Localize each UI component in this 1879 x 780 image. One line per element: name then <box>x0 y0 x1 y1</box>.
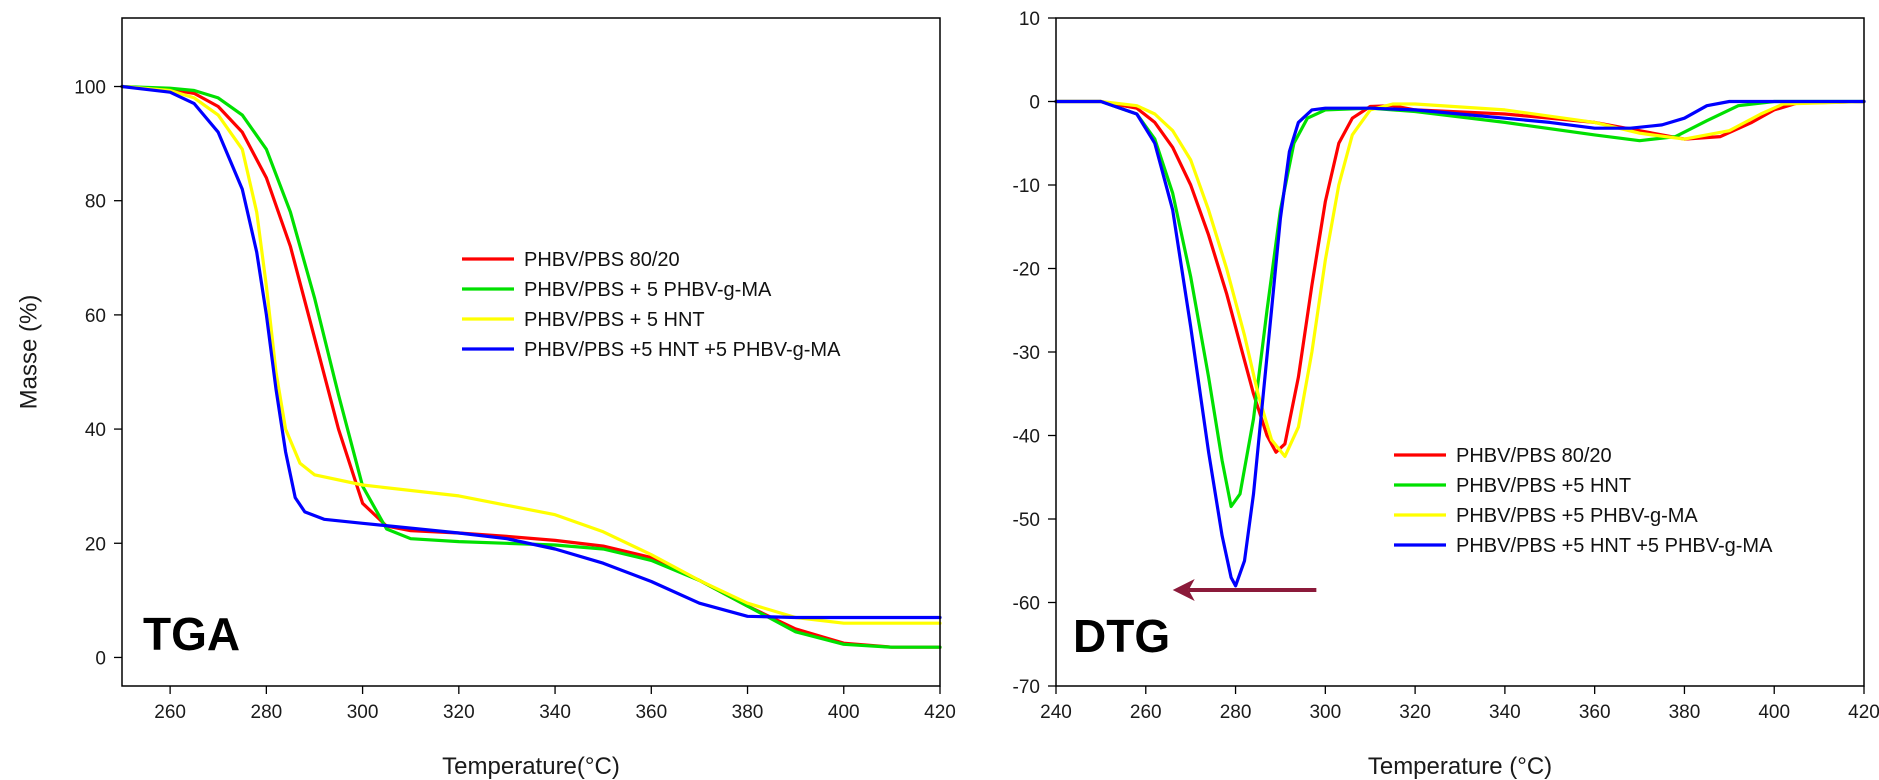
y-tick-label: -70 <box>1013 677 1040 698</box>
x-tick-label: 240 <box>1040 702 1072 723</box>
x-tick-label: 340 <box>1489 702 1521 723</box>
y-tick-label: 80 <box>85 192 106 213</box>
x-tick-label: 260 <box>1130 702 1162 723</box>
legend-entry: PHBV/PBS +5 PHBV-g-MA <box>1456 505 1698 527</box>
arrow-head <box>1172 578 1195 601</box>
x-tick-label: 280 <box>1220 702 1252 723</box>
legend-entry: PHBV/PBS + 5 HNT <box>524 309 705 331</box>
series-line-1 <box>120 84 942 649</box>
x-tick-label: 420 <box>1848 702 1879 723</box>
x-tick-label: 360 <box>635 702 667 723</box>
x-axis-title: Temperature(°C) <box>442 753 620 780</box>
x-tick-label: 360 <box>1579 702 1611 723</box>
plot-frame <box>121 17 941 687</box>
y-tick-label: -40 <box>1013 427 1040 448</box>
y-tick-label: -10 <box>1013 176 1040 197</box>
y-tick-label: -60 <box>1013 594 1040 615</box>
x-axis-title: Temperature (°C) <box>1368 753 1552 780</box>
panel-label: TGA <box>143 608 240 660</box>
x-tick-label: 380 <box>732 702 764 723</box>
series-line-1 <box>1054 99 1866 454</box>
x-tick-label: 400 <box>1758 702 1790 723</box>
x-tick-label: 260 <box>154 702 186 723</box>
legend-entry: PHBV/PBS + 5 PHBV-g-MA <box>524 279 772 301</box>
tga-chart: 260 280 300 320 340 360 380 400 420 0 20 40 60 80 100 T… <box>15 17 956 780</box>
x-tick-label: 340 <box>539 702 571 723</box>
legend-entry: PHBV/PBS 80/20 <box>524 249 680 271</box>
legend-entry: PHBV/PBS 80/20 <box>1456 445 1612 467</box>
panel-label: DTG <box>1073 610 1170 662</box>
x-tick-label: 380 <box>1669 702 1701 723</box>
y-tick-label: 0 <box>95 648 106 669</box>
x-tick-label: 300 <box>347 702 379 723</box>
y-axis-title: Masse (%) <box>15 295 42 410</box>
series-line-2 <box>120 84 942 649</box>
y-tick-label: 0 <box>1029 93 1040 114</box>
x-tick-label: 400 <box>828 702 860 723</box>
y-tick-label: 100 <box>74 78 106 99</box>
series-line-4 <box>120 84 942 620</box>
legend-entry: PHBV/PBS +5 HNT <box>1456 475 1631 497</box>
legend-entry: PHBV/PBS +5 HNT +5 PHBV-g-MA <box>524 339 841 361</box>
series-line-4 <box>1054 99 1866 588</box>
legend-entry: PHBV/PBS +5 HNT +5 PHBV-g-MA <box>1456 535 1773 557</box>
y-tick-label: 20 <box>85 534 106 555</box>
x-tick-label: 280 <box>251 702 283 723</box>
x-tick-label: 420 <box>924 702 956 723</box>
y-tick-label: -30 <box>1013 343 1040 364</box>
series-line-3 <box>1054 99 1866 458</box>
x-tick-label: 300 <box>1309 702 1341 723</box>
y-tick-label: 10 <box>1019 9 1040 30</box>
y-tick-label: -50 <box>1013 510 1040 531</box>
y-tick-label: -20 <box>1013 260 1040 281</box>
y-tick-label: 60 <box>85 306 106 327</box>
series-line-3 <box>120 84 942 625</box>
x-tick-label: 320 <box>443 702 475 723</box>
dtg-chart: 240 260 280 300 320 340 360 380 400 420 10 0 -10 -20 -… <box>1013 9 1879 780</box>
y-tick-label: 40 <box>85 420 106 441</box>
x-tick-label: 320 <box>1399 702 1431 723</box>
